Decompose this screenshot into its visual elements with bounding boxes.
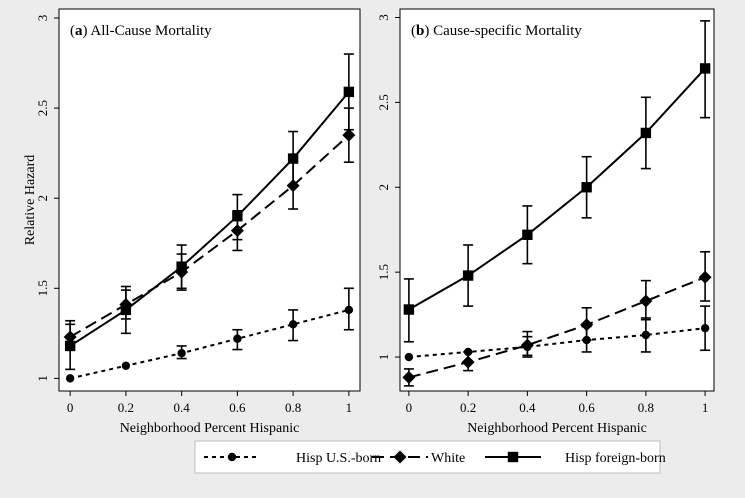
x-axis-label: Neighborhood Percent Hispanic xyxy=(467,421,647,436)
data-point xyxy=(402,370,416,384)
series-line xyxy=(408,276,706,379)
x-tick-label: 0.2 xyxy=(118,400,134,415)
y-tick-label: 2 xyxy=(376,184,391,191)
legend-marker-square xyxy=(507,451,519,463)
y-tick-label: 1 xyxy=(35,375,50,382)
x-tick-label: 1 xyxy=(346,400,353,415)
y-tick-label: 2.5 xyxy=(376,94,391,110)
data-point xyxy=(288,320,298,329)
x-tick-label: 0 xyxy=(67,400,74,415)
series-line xyxy=(69,134,350,338)
y-tick-label: 1.5 xyxy=(376,264,391,280)
data-point xyxy=(699,63,711,74)
data-point xyxy=(232,211,243,222)
chart-title: (a) All-Cause Mortality xyxy=(70,23,212,39)
series-white xyxy=(402,250,712,387)
data-point xyxy=(641,330,651,340)
x-tick-label: 0.6 xyxy=(229,400,246,415)
data-point xyxy=(120,304,132,316)
data-point xyxy=(580,318,594,332)
chart-title: (b) Cause-specific Mortality xyxy=(411,23,582,39)
data-point xyxy=(581,182,592,193)
y-tick-label: 2 xyxy=(35,195,50,202)
data-point xyxy=(462,270,474,281)
panel-cause-specific-mortality: 1 1.5 2 2.5 3 0 0.2 0.4 0.6 0.8 1 Neighborhood Perc… xyxy=(376,8,715,436)
series-hisp-foreign-born xyxy=(403,20,711,343)
x-tick-label: 0.6 xyxy=(578,400,595,415)
legend-label: Hisp U.S.-born xyxy=(296,451,381,466)
data-point xyxy=(698,270,712,284)
legend-marker-diamond xyxy=(393,450,407,464)
data-point xyxy=(639,294,653,308)
legend-label: White xyxy=(431,451,465,466)
plot-area xyxy=(58,8,361,392)
x-tick-label: 0 xyxy=(406,400,413,415)
x-tick-label: 0.4 xyxy=(174,400,191,415)
series-line xyxy=(408,327,706,359)
x-tick-label: 0.4 xyxy=(519,400,536,415)
y-tick-label: 2.5 xyxy=(35,100,50,116)
y-axis-label: Relative Hazard xyxy=(23,155,38,246)
series-hisp-u-s-born xyxy=(65,287,354,383)
series-hisp-foreign-born xyxy=(64,53,355,371)
x-tick-label: 0.8 xyxy=(285,400,301,415)
y-tick-label: 3 xyxy=(35,15,50,22)
data-point xyxy=(403,304,415,315)
legend: Hisp U.S.-born White Hisp foreign-born xyxy=(194,440,666,474)
data-point xyxy=(700,323,710,333)
data-point xyxy=(461,355,475,369)
data-point xyxy=(65,374,75,383)
panel-all-cause-mortality: 1 1.5 2 2.5 3 0 0.2 0.4 0.6 0.8 1 Neighborhood Perc… xyxy=(35,8,361,436)
data-point xyxy=(64,340,76,352)
x-tick-label: 1 xyxy=(702,400,709,415)
plot-area xyxy=(399,8,715,392)
y-tick-label: 1.5 xyxy=(35,280,50,296)
legend-marker-circle xyxy=(227,452,237,462)
data-point xyxy=(344,305,354,315)
data-point xyxy=(233,334,242,343)
series-line xyxy=(69,91,350,347)
data-point xyxy=(177,348,186,358)
x-axis-label: Neighborhood Percent Hispanic xyxy=(120,421,300,436)
x-tick-label: 0.8 xyxy=(638,400,654,415)
data-point xyxy=(121,361,131,370)
data-point xyxy=(522,229,533,241)
data-point xyxy=(176,261,187,272)
data-point xyxy=(343,86,355,98)
data-point xyxy=(342,128,356,142)
legend-label: Hisp foreign-born xyxy=(565,451,666,466)
series-line xyxy=(408,67,706,311)
x-tick-label: 0.2 xyxy=(460,400,476,415)
y-tick-label: 1 xyxy=(376,354,391,361)
data-point xyxy=(520,338,534,352)
data-point xyxy=(287,153,299,164)
y-tick-label: 3 xyxy=(376,14,391,21)
data-point xyxy=(640,127,652,139)
data-point xyxy=(404,352,414,362)
